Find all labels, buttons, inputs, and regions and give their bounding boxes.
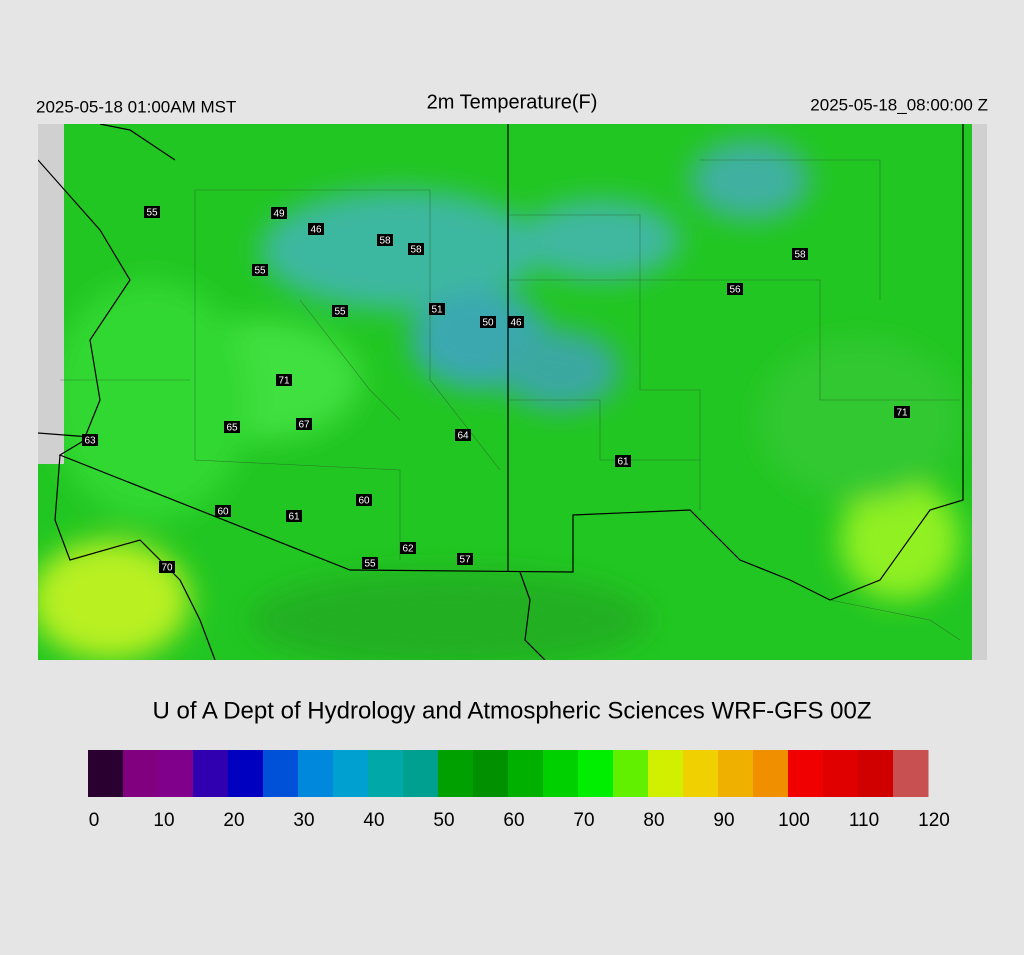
station-box bbox=[159, 561, 175, 573]
station-value: 57 bbox=[459, 555, 471, 566]
station-value: 58 bbox=[794, 250, 806, 261]
station-box bbox=[362, 557, 378, 569]
colorbar-swatch bbox=[123, 750, 159, 797]
colorbar-tick-label: 0 bbox=[89, 810, 100, 831]
station-value: 46 bbox=[510, 318, 522, 329]
station-box bbox=[82, 434, 98, 446]
station-box bbox=[457, 553, 473, 565]
colorbar-tick-label: 10 bbox=[153, 810, 174, 831]
colorbar-tick-label: 30 bbox=[293, 810, 314, 831]
station-value: 64 bbox=[457, 431, 469, 442]
station-labels: 55 49 46 58 58 55 55 51 50 46 71 65 67 64 63 61 60 60 61 62… bbox=[82, 206, 910, 574]
station-value: 46 bbox=[310, 225, 322, 236]
station-box bbox=[215, 505, 231, 517]
station-value: 55 bbox=[364, 559, 376, 570]
station-box bbox=[480, 316, 496, 328]
colorbar-swatch bbox=[823, 750, 859, 797]
colorbar-tick-label: 90 bbox=[713, 810, 734, 831]
station-value: 71 bbox=[896, 408, 908, 419]
colorbar-swatch bbox=[403, 750, 439, 797]
colorbar-tick-label: 70 bbox=[573, 810, 594, 831]
colorbar-tick-label: 100 bbox=[778, 810, 810, 831]
station-box bbox=[400, 542, 416, 554]
footer-credit: U of A Dept of Hydrology and Atmospheric… bbox=[153, 697, 872, 724]
station-value: 55 bbox=[334, 307, 346, 318]
station-box bbox=[508, 316, 524, 328]
borders bbox=[38, 124, 964, 660]
station-box bbox=[429, 303, 445, 315]
station-box bbox=[286, 510, 302, 522]
station-box bbox=[792, 248, 808, 260]
station-box bbox=[308, 223, 324, 235]
colorbar-swatch bbox=[158, 750, 194, 797]
map: 55 49 46 58 58 55 55 51 50 46 71 65 67 64 63 61 60 60 61 62… bbox=[38, 124, 987, 660]
colorbar-swatch bbox=[788, 750, 824, 797]
station-box bbox=[144, 206, 160, 218]
station-value: 58 bbox=[410, 245, 422, 256]
station-box bbox=[296, 418, 312, 430]
station-box bbox=[271, 207, 287, 219]
station-box bbox=[356, 494, 372, 506]
station-value: 60 bbox=[217, 507, 229, 518]
colorbar-tick-label: 50 bbox=[433, 810, 454, 831]
station-box bbox=[894, 406, 910, 418]
colorbar-swatch bbox=[683, 750, 719, 797]
station-box bbox=[455, 429, 471, 441]
station-value: 51 bbox=[431, 305, 443, 316]
map-title: 2m Temperature(F) bbox=[427, 91, 598, 113]
colorbar-tick-label: 80 bbox=[643, 810, 664, 831]
colorbar-swatch bbox=[193, 750, 229, 797]
station-box bbox=[727, 283, 743, 295]
colorbar-swatch bbox=[263, 750, 299, 797]
station-value: 61 bbox=[288, 512, 300, 523]
colorbar-swatch bbox=[648, 750, 684, 797]
station-value: 65 bbox=[226, 423, 238, 434]
station-value: 61 bbox=[617, 457, 629, 468]
colorbar-tick-label: 60 bbox=[503, 810, 524, 831]
station-value: 67 bbox=[298, 420, 310, 431]
colorbar-tick-label: 20 bbox=[223, 810, 244, 831]
colorbar-swatch bbox=[508, 750, 544, 797]
colorbar: 0 10 20 30 40 50 60 70 80 90 100 110 120 bbox=[88, 750, 950, 831]
colorbar-swatch bbox=[228, 750, 264, 797]
colorbar-swatch bbox=[438, 750, 474, 797]
station-box bbox=[332, 305, 348, 317]
station-value: 58 bbox=[379, 236, 391, 247]
station-value: 71 bbox=[278, 376, 290, 387]
station-value: 60 bbox=[358, 496, 370, 507]
station-box bbox=[377, 234, 393, 246]
station-box bbox=[224, 421, 240, 433]
station-box bbox=[408, 243, 424, 255]
colorbar-swatch bbox=[858, 750, 894, 797]
station-value: 49 bbox=[273, 209, 285, 220]
valid-time-utc: 2025-05-18_08:00:00 Z bbox=[810, 95, 988, 114]
colorbar-swatch bbox=[333, 750, 369, 797]
colorbar-swatch bbox=[473, 750, 509, 797]
colorbar-swatch bbox=[893, 750, 929, 797]
station-box bbox=[252, 264, 268, 276]
colorbar-swatch bbox=[298, 750, 334, 797]
colorbar-swatch bbox=[543, 750, 579, 797]
station-box bbox=[276, 374, 292, 386]
colorbar-swatch bbox=[613, 750, 649, 797]
colorbar-swatch bbox=[753, 750, 789, 797]
station-value: 56 bbox=[729, 285, 741, 296]
station-value: 50 bbox=[482, 318, 494, 329]
valid-time-local: 2025-05-18 01:00AM MST bbox=[36, 97, 236, 116]
colorbar-swatch bbox=[578, 750, 614, 797]
colorbar-tick-label: 40 bbox=[363, 810, 384, 831]
colorbar-tick-label: 120 bbox=[918, 810, 950, 831]
colorbar-tick-label: 110 bbox=[849, 810, 879, 831]
station-value: 55 bbox=[254, 266, 266, 277]
colorbar-swatch bbox=[88, 750, 124, 797]
station-box bbox=[615, 455, 631, 467]
station-value: 62 bbox=[402, 544, 414, 555]
colorbar-swatch bbox=[368, 750, 404, 797]
station-value: 55 bbox=[146, 208, 158, 219]
colorbar-swatch bbox=[718, 750, 754, 797]
station-value: 63 bbox=[84, 436, 96, 447]
station-value: 70 bbox=[161, 563, 173, 574]
